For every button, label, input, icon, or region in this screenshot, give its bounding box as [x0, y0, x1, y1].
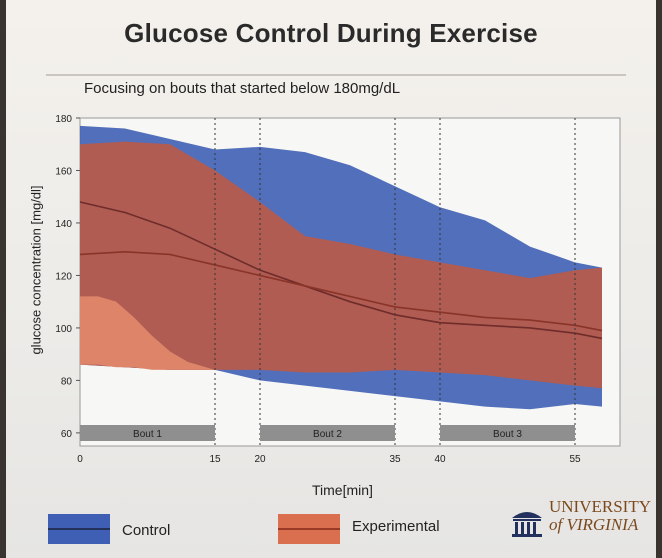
title-divider	[46, 74, 626, 76]
control-median-line	[79, 201, 603, 340]
legend-line-control	[48, 528, 110, 530]
x-tick-label: 35	[389, 454, 401, 465]
experimental-band	[80, 141, 602, 389]
y-tick-label: 60	[61, 429, 73, 440]
x-tick-label: 40	[434, 454, 446, 465]
slide-title: Glucose Control During Exercise	[124, 18, 538, 48]
bout-label-1: Bout 1	[133, 429, 162, 440]
legend-swatch-experimental	[278, 514, 340, 544]
legend-label-experimental: Experimental	[352, 518, 440, 535]
rotunda-icon	[512, 512, 542, 537]
bout-bar-3	[440, 425, 575, 441]
wordmark-line-1: UNIVERSITY	[549, 497, 651, 516]
y-tick-label: 160	[55, 166, 72, 177]
bout-label-2: Bout 2	[313, 429, 342, 440]
bout-bar-2	[260, 425, 395, 441]
y-tick-label: 80	[61, 376, 73, 387]
bout-bar-1	[80, 425, 215, 441]
x-tick-label: 55	[569, 454, 581, 465]
x-tick-label: 15	[209, 454, 221, 465]
y-tick-label: 180	[55, 114, 72, 125]
bout-label-3: Bout 3	[493, 429, 522, 440]
y-tick-label: 100	[55, 324, 72, 335]
legend-line-experimental	[278, 528, 340, 530]
university-wordmark: UNIVERSITY of VIRGINIA	[549, 498, 651, 534]
x-tick-label: 0	[77, 454, 83, 465]
university-logo: UNIVERSITY of VIRGINIA	[509, 498, 659, 542]
x-tick-label: 20	[254, 454, 266, 465]
y-tick-label: 140	[55, 219, 72, 230]
experimental-median-line	[79, 251, 603, 332]
legend-swatch-control	[48, 514, 110, 544]
experimental-inner-band	[80, 296, 215, 370]
legend-label-control: Control	[122, 522, 171, 539]
chart-subtitle: Focusing on bouts that started below 180…	[84, 80, 401, 97]
y-tick-label: 120	[55, 271, 72, 282]
wordmark-line-2: of VIRGINIA	[549, 515, 639, 534]
x-axis-label: Time[min]	[312, 482, 373, 498]
